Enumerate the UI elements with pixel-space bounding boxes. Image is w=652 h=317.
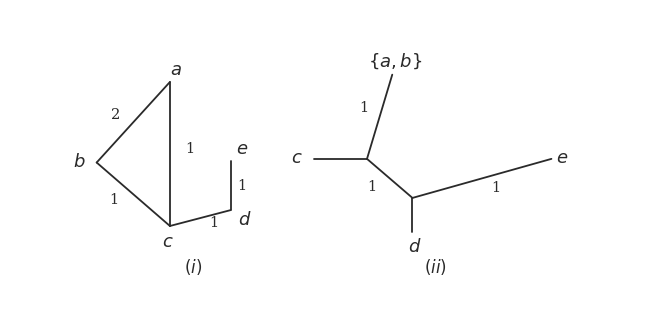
Text: 1: 1 <box>367 180 376 194</box>
Text: $b$: $b$ <box>72 153 85 171</box>
Text: $c$: $c$ <box>162 233 173 251</box>
Text: $c$: $c$ <box>291 149 303 167</box>
Text: $\{a,b\}$: $\{a,b\}$ <box>368 51 422 70</box>
Text: $(i)$: $(i)$ <box>184 257 201 277</box>
Text: $d$: $d$ <box>238 211 252 229</box>
Text: 1: 1 <box>237 179 246 193</box>
Text: $e$: $e$ <box>235 140 248 158</box>
Text: 1: 1 <box>209 216 218 230</box>
Text: 1: 1 <box>109 193 118 207</box>
Text: 2: 2 <box>111 108 121 122</box>
Text: $a$: $a$ <box>170 61 182 79</box>
Text: $e$: $e$ <box>556 149 569 167</box>
Text: 1: 1 <box>185 142 194 156</box>
Text: $(ii)$: $(ii)$ <box>424 257 447 277</box>
Text: $d$: $d$ <box>408 238 422 256</box>
Text: 1: 1 <box>359 100 368 115</box>
Text: 1: 1 <box>491 181 500 195</box>
